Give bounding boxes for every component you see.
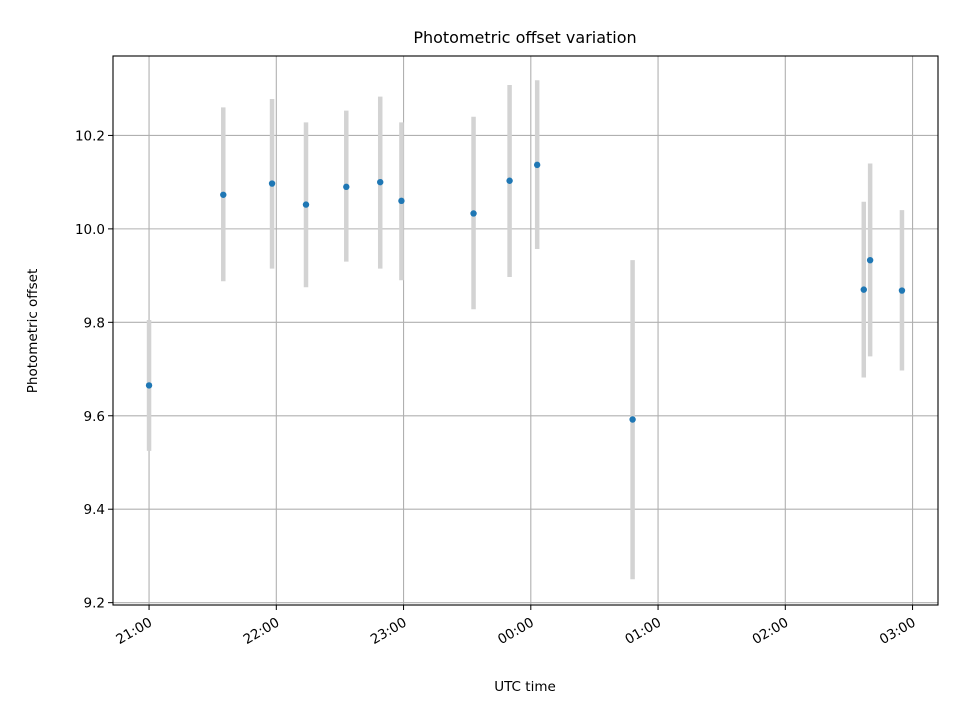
x-tick-label: 21:00 [113,615,155,648]
y-tick-label: 10.0 [75,222,105,238]
data-point [343,183,350,191]
chart-title: Photometric offset variation [413,28,636,47]
y-axis: 9.2 9.4 9.6 9.8 10.0 10.2 [75,128,113,612]
data-point [866,256,874,264]
point-layer [145,161,906,423]
data-point [898,287,906,294]
x-axis-label: UTC time [494,679,556,695]
grid-layer [113,56,938,605]
data-point [377,178,384,186]
data-point [470,210,477,217]
data-point [398,197,405,205]
y-tick-label: 10.2 [75,128,105,144]
data-point [629,416,636,423]
data-point [860,286,867,293]
errorbar-layer [146,80,905,580]
y-tick-label: 9.6 [84,409,105,425]
x-tick-label: 22:00 [241,615,283,648]
data-point [145,382,153,389]
y-tick-label: 9.4 [84,502,105,518]
data-point [268,180,276,187]
plot-frame [112,55,939,606]
data-point [302,201,310,208]
y-tick-label: 9.2 [84,596,105,612]
y-axis-label: Photometric offset [25,269,41,393]
x-axis: 21:00 22:00 23:00 00:00 01:00 02:00 03:00 [113,605,919,648]
data-point [533,161,541,169]
data-point [506,177,513,184]
x-tick-label: 03:00 [877,615,919,648]
x-tick-label: 23:00 [368,615,410,648]
x-tick-label: 01:00 [622,615,664,648]
data-point [220,191,227,198]
y-tick-label: 9.8 [84,315,105,331]
x-tick-label: 02:00 [750,615,792,648]
x-tick-label: 00:00 [495,615,537,648]
